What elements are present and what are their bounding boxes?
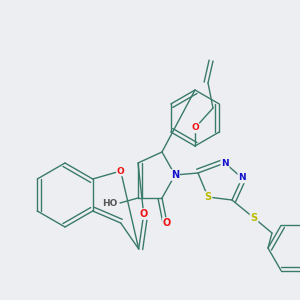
Text: O: O bbox=[140, 209, 148, 219]
Text: N: N bbox=[171, 170, 179, 180]
Text: N: N bbox=[221, 158, 229, 167]
Text: O: O bbox=[117, 167, 124, 176]
Text: S: S bbox=[204, 192, 211, 202]
Text: O: O bbox=[163, 218, 171, 228]
Text: S: S bbox=[250, 213, 258, 223]
Text: HO: HO bbox=[102, 199, 118, 208]
Text: O: O bbox=[191, 124, 199, 133]
Text: N: N bbox=[238, 173, 246, 182]
